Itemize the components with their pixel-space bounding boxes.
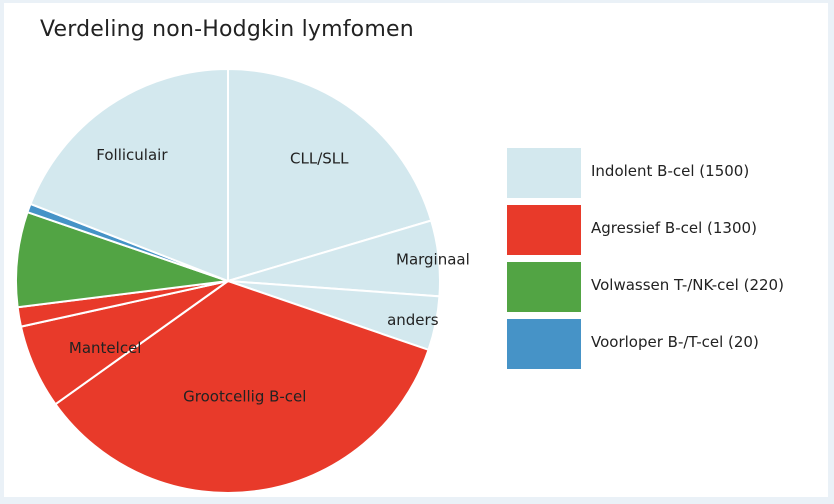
legend-label-indolent: Indolent B-cel (1500) — [591, 162, 750, 180]
pie-slice-folliculair — [29, 67, 229, 283]
legend-label-voorloper: Voorloper B-/T-cel (20) — [591, 333, 759, 351]
legend-label-volwassen: Volwassen T-/NK-cel (220) — [591, 276, 784, 294]
legend-swatch-indolent — [507, 148, 581, 198]
pie-chart: CLL/SLL Marginaal anders Grootcellig B-cel M… — [15, 67, 470, 494]
chart-frame: Verdeling non-Hodgkin lymfomen CLL/SLL Ma… — [4, 3, 828, 497]
slice-label-anders: anders — [387, 311, 439, 329]
slice-label-folliculair: Folliculair — [96, 146, 168, 164]
pie-slice-grootcellig-b-cel — [54, 279, 430, 494]
slice-label-cll-sll: CLL/SLL — [290, 150, 349, 168]
legend-swatch-volwassen — [507, 262, 581, 312]
slice-label-marginaal: Marginaal — [396, 251, 470, 269]
slice-label-mantelcel: Mantelcel — [69, 339, 142, 357]
slice-label-grootcellig-b-cel: Grootcellig B-cel — [183, 387, 306, 405]
legend-swatch-voorloper — [507, 319, 581, 369]
legend-swatch-agressief — [507, 205, 581, 255]
legend-label-agressief: Agressief B-cel (1300) — [591, 219, 757, 237]
pie-slice-cll-sll — [227, 67, 433, 283]
chart-title: Verdeling non-Hodgkin lymfomen — [40, 17, 414, 42]
